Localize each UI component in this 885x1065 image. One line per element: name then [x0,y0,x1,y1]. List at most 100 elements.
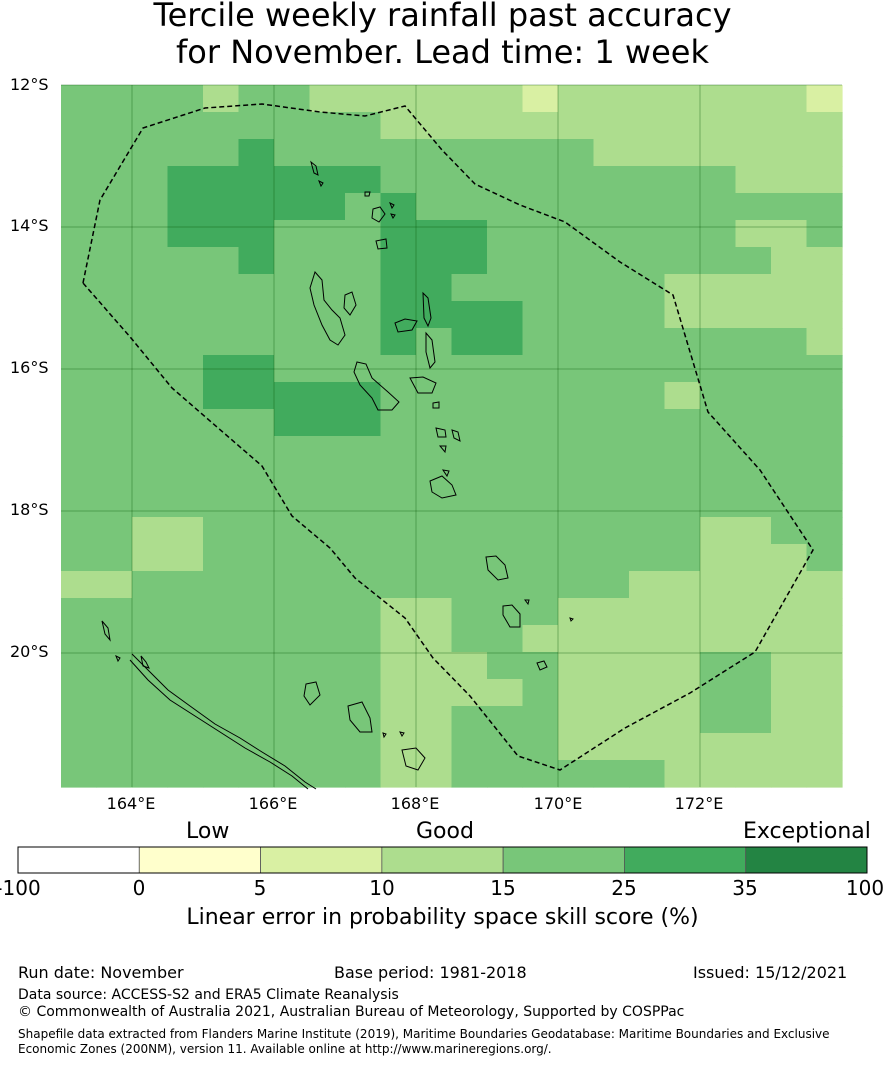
grid-cell [380,571,417,599]
grid-cell [451,598,488,626]
grid-cell [345,220,382,248]
grid-cell [487,220,524,248]
grid-cell [61,409,98,437]
data-source: Data source: ACCESS-S2 and ERA5 Climate … [18,987,399,1003]
grid-cell [451,436,488,464]
grid-cell [664,139,701,167]
grid-cell [629,112,666,140]
grid-cell [238,436,275,464]
grid-cell [203,220,240,248]
grid-cell [380,490,417,518]
grid-cell [700,490,737,518]
grid-cell [629,571,666,599]
grid-cell [345,274,382,302]
grid-cell [451,625,488,653]
grid-cell [593,544,630,572]
grid-cell [664,409,701,437]
grid-cell [203,301,240,329]
grid-cell [274,247,311,275]
grid-cell [522,517,559,545]
grid-cell [735,382,772,410]
grid-cell [132,652,169,680]
grid-cell [380,652,417,680]
grid-cell [593,598,630,626]
grid-cell [593,490,630,518]
grid-cell [132,193,169,221]
island-aneityum [536,660,548,671]
grid-cell [664,760,701,788]
grid-cell [771,679,808,707]
grid-cell [132,139,169,167]
island-small-2 [389,201,395,210]
grid-cell [416,517,453,545]
grid-cell [700,436,737,464]
grid-cell [700,193,737,221]
grid-cell [522,112,559,140]
grid-cell [593,112,630,140]
grid-cell [380,409,417,437]
grid-cell [238,706,275,734]
grid-cell [132,463,169,491]
grid-cell [309,625,346,653]
copyright: © Commonwealth of Australia 2021, Austra… [18,1004,685,1020]
grid-cell [416,139,453,167]
island-ambae [394,318,418,333]
grid-cell [203,85,240,113]
grid-cell [96,490,133,518]
colorbar-tick: 35 [732,876,758,900]
grid-cell [700,517,737,545]
grid-cell [132,544,169,572]
colorbar [17,846,868,874]
grid-cell [203,166,240,194]
grid-cell [593,139,630,167]
grid-cell [451,112,488,140]
grid-cell [806,463,843,491]
grid-cell [345,517,382,545]
grid-cell [629,409,666,437]
map-title-line-1: Tercile weekly rainfall past accuracy [153,0,732,34]
grid-cell [735,652,772,680]
grid-cell [61,598,98,626]
grid-cell [806,409,843,437]
grid-cell [629,436,666,464]
grid-cell [309,166,346,194]
grid-cell [238,598,275,626]
grid-cell [771,544,808,572]
grid-cell [735,139,772,167]
grid-cell [167,409,204,437]
grid-cell [558,463,595,491]
grid-cell [345,166,382,194]
grid-cell [238,274,275,302]
island-small-1 [318,179,324,188]
grid-cell [735,247,772,275]
grid-cell [96,139,133,167]
grid-cell [558,436,595,464]
grid-cell [664,571,701,599]
grid-cell [345,301,382,329]
grid-cell [96,679,133,707]
grid-cell [96,112,133,140]
lon-label-170e: 170°E [533,794,583,813]
grid-cell [451,652,488,680]
grid-cell [629,679,666,707]
grid-cell [593,760,630,788]
grid-cell [274,436,311,464]
grid-cell [132,706,169,734]
grid-cell [167,193,204,221]
grid-cell [309,571,346,599]
grid-cell [96,652,133,680]
lat-label-18s: 18°S [10,500,49,519]
grid-cell [735,463,772,491]
island-loyalty-ouvea [303,681,321,706]
grid-cell [771,733,808,761]
grid-cell [629,301,666,329]
grid-cell [558,598,595,626]
grid-cell [664,301,701,329]
grid-cell [238,85,275,113]
island-tanna [502,604,521,628]
grid-cell [274,355,311,383]
grid-cell [61,355,98,383]
grid-cell [345,706,382,734]
island-small-11 [399,731,405,737]
